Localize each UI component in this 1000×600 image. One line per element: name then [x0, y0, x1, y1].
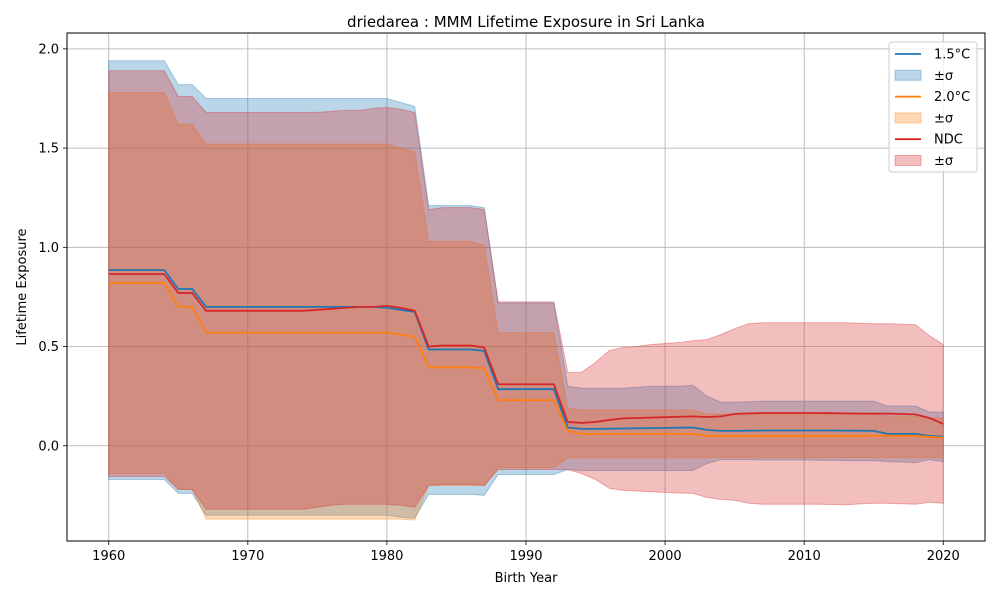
line-NDC: [108, 273, 944, 425]
legend-band-swatch: [894, 155, 922, 166]
x-axis-label: Birth Year: [495, 571, 559, 586]
x-tick-label: 2000: [649, 549, 682, 564]
legend-label: 2.0°C: [934, 90, 970, 105]
legend-label: 1.5°C: [934, 48, 970, 63]
line-1.5°C: [108, 269, 944, 438]
y-tick-label: 1.5: [38, 142, 59, 157]
y-tick-label: 0.5: [38, 340, 59, 355]
x-tick-label: 1990: [509, 549, 542, 564]
chart-title: driedarea : MMM Lifetime Exposure in Sri…: [347, 13, 705, 31]
y-axis-label: Lifetime Exposure: [15, 228, 30, 345]
y-axis-ticks: 0.0 0.5 1.0 1.5 2.0: [38, 42, 67, 454]
line-2.0°C: [108, 282, 944, 439]
legend-label: ±σ: [934, 69, 953, 84]
band-1.5°C: [108, 60, 944, 519]
x-tick-label: 2020: [927, 549, 960, 564]
band-NDC: [108, 70, 944, 510]
band-2.0°C: [108, 92, 944, 521]
grid: [67, 33, 985, 541]
y-tick-label: 2.0: [38, 42, 59, 57]
legend-band-swatch: [894, 69, 922, 81]
series-lines: [108, 269, 944, 439]
x-axis-ticks: 1960 1970 1980 1990 2000 2010 2020: [92, 541, 960, 564]
y-tick-label: 0.0: [38, 439, 59, 454]
x-tick-label: 1970: [231, 549, 264, 564]
legend-label: ±σ: [934, 111, 953, 126]
x-tick-label: 2010: [788, 549, 821, 564]
uncertainty-bands: [108, 60, 944, 521]
x-tick-label: 1960: [92, 549, 125, 564]
legend-band-swatch: [894, 112, 922, 124]
legend-label: NDC: [934, 133, 963, 148]
legend: 1.5°C ±σ 2.0°C ±σ NDC ±σ: [888, 41, 978, 173]
y-tick-label: 1.0: [38, 241, 59, 256]
legend-label: ±σ: [934, 154, 953, 169]
x-tick-label: 1980: [370, 549, 403, 564]
